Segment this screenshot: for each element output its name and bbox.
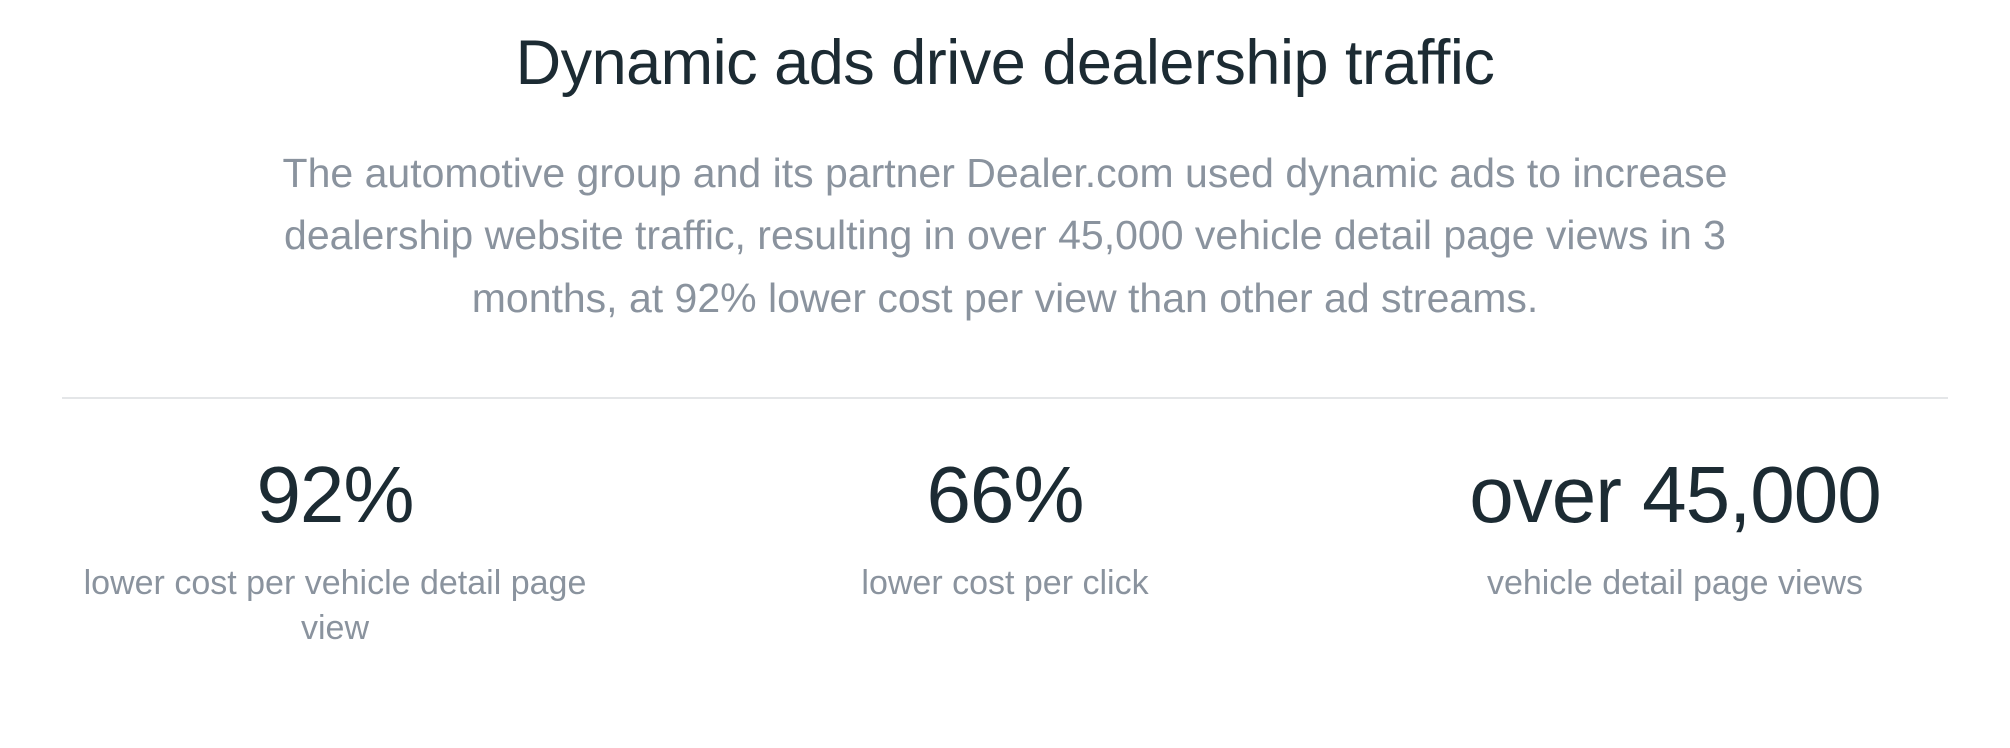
stat-value: over 45,000 [1469, 450, 1882, 540]
stat-label: lower cost per click [861, 564, 1149, 603]
stat-label: vehicle detail page views [1486, 564, 1864, 603]
horizontal-divider [62, 397, 1948, 400]
case-study-summary: The automotive group and its partner Dea… [282, 150, 1728, 321]
stat-label: lower cost per vehicle detail page view [83, 564, 587, 647]
stat-lower-cost-per-view: 92% lower cost per vehicle detail page v… [0, 449, 670, 651]
stats-row: 92% lower cost per vehicle detail page v… [0, 399, 2010, 651]
page-title: Dynamic ads drive dealership traffic [515, 28, 1495, 98]
stat-lower-cost-per-click: 66% lower cost per click [670, 449, 1340, 651]
stat-page-views: over 45,000 vehicle detail page views [1340, 449, 2010, 651]
stat-value: 92% [256, 450, 414, 540]
stat-value: 66% [926, 450, 1084, 540]
